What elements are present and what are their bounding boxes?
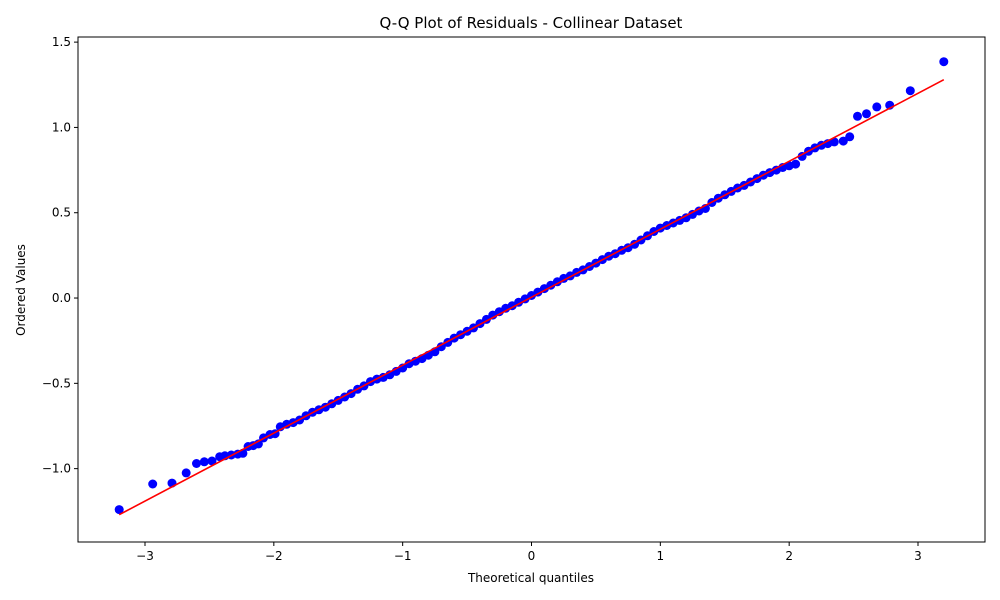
x-tick-label: −1 <box>394 549 412 563</box>
x-axis-label: Theoretical quantiles <box>467 571 594 585</box>
data-point <box>199 457 209 467</box>
data-point <box>181 468 191 478</box>
data-point <box>148 479 158 489</box>
x-tick-label: 0 <box>528 549 536 563</box>
y-tick-label: 1.0 <box>52 120 71 134</box>
data-point <box>939 57 949 67</box>
fit-line-layer <box>118 78 945 516</box>
data-point <box>192 459 201 468</box>
data-point <box>829 137 839 147</box>
x-tick-label: 3 <box>914 549 922 563</box>
x-axis-ticks: −3 −2 −1 0 1 2 3 <box>136 542 922 563</box>
data-point <box>114 505 124 515</box>
data-point <box>853 111 862 121</box>
y-tick-label: 0.5 <box>52 206 71 220</box>
y-tick-label: 1.5 <box>52 35 71 49</box>
y-tick-label: 0.0 <box>52 291 71 305</box>
x-tick-label: 1 <box>657 549 665 563</box>
x-tick-label: −3 <box>136 549 154 563</box>
data-point <box>872 102 882 112</box>
y-tick-label: −0.5 <box>42 376 71 390</box>
y-axis-ticks: −1.0 −0.5 0.0 0.5 1.0 1.5 <box>42 35 78 476</box>
y-axis-label: Ordered Values <box>14 244 28 336</box>
data-point <box>862 109 871 119</box>
data-point <box>207 456 217 466</box>
y-tick-label: −1.0 <box>42 462 71 476</box>
data-point <box>905 86 915 96</box>
data-point <box>838 136 848 146</box>
data-point <box>791 159 801 169</box>
x-tick-label: −2 <box>265 549 283 563</box>
chart-title: Q-Q Plot of Residuals - Collinear Datase… <box>380 14 683 32</box>
data-point <box>845 132 855 142</box>
fit-line <box>118 78 945 516</box>
x-tick-label: 2 <box>785 549 793 563</box>
